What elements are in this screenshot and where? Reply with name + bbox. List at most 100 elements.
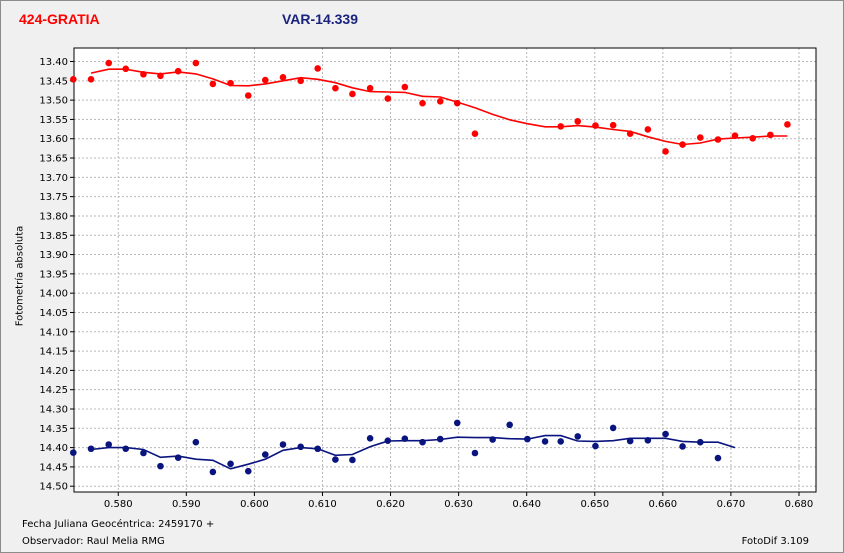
data-point-1: [140, 70, 147, 78]
data-point-2: [87, 445, 95, 453]
y-tick-label: 13.70: [39, 173, 68, 184]
x-tick-label: 0.600: [240, 499, 269, 510]
data-point-2: [105, 441, 113, 448]
data-point-1: [122, 65, 130, 73]
data-point-1: [714, 136, 722, 143]
data-point-2: [471, 449, 479, 457]
data-point-2: [279, 441, 287, 448]
data-point-1: [784, 121, 791, 128]
data-point-2: [244, 467, 252, 475]
data-point-1: [696, 134, 704, 141]
data-point-1: [209, 80, 217, 88]
y-tick-label: 13.40: [39, 57, 68, 68]
data-point-2: [626, 437, 634, 445]
data-point-2: [401, 435, 409, 443]
data-point-2: [696, 438, 704, 446]
data-point-1: [297, 77, 304, 85]
data-point-2: [592, 442, 599, 450]
x-tick-label: 0.640: [512, 499, 541, 510]
x-tick-label: 0.670: [717, 499, 746, 510]
data-point-2: [714, 454, 722, 462]
y-tick-label: 13.75: [39, 192, 68, 203]
data-point-1: [592, 122, 599, 129]
data-point-2: [436, 435, 444, 443]
data-point-1: [332, 84, 339, 92]
y-tick-label: 14.35: [39, 424, 68, 435]
y-tick-label: 13.85: [39, 231, 68, 242]
data-point-1: [419, 99, 426, 107]
data-point-1: [105, 59, 113, 67]
data-point-2: [557, 438, 565, 445]
x-tick-label: 0.610: [308, 499, 337, 510]
data-point-1: [349, 90, 356, 98]
y-tick-label: 14.10: [39, 327, 68, 338]
y-tick-label: 14.20: [39, 366, 68, 377]
data-point-1: [157, 72, 164, 80]
data-point-2: [349, 456, 356, 464]
data-point-1: [192, 59, 200, 67]
y-tick-label: 14.50: [39, 482, 68, 493]
x-tick-label: 0.680: [785, 499, 814, 510]
data-point-1: [366, 84, 374, 92]
y-tick-label: 14.05: [39, 308, 68, 319]
data-point-1: [453, 99, 461, 107]
data-point-2: [227, 460, 234, 468]
data-point-2: [609, 424, 617, 432]
data-point-2: [140, 449, 147, 457]
trend-line-2: [90, 434, 736, 470]
y-tick-label: 14.15: [39, 347, 68, 358]
data-point-2: [70, 449, 77, 456]
y-tick-label: 14.45: [39, 462, 68, 473]
data-point-2: [332, 456, 339, 463]
x-tick-label: 0.590: [172, 499, 201, 510]
data-point-1: [662, 148, 669, 155]
trend-line-1: [90, 68, 788, 146]
data-point-1: [574, 118, 582, 125]
data-point-1: [436, 97, 444, 105]
y-tick-label: 13.80: [39, 211, 68, 222]
data-point-1: [679, 141, 686, 148]
x-tick-label: 0.650: [580, 499, 609, 510]
y-tick-label: 13.45: [39, 76, 68, 87]
x-tick-label: 0.620: [376, 499, 405, 510]
data-point-2: [679, 443, 686, 450]
data-point-2: [524, 435, 531, 443]
data-point-1: [227, 79, 234, 87]
y-tick-label: 13.60: [39, 134, 68, 145]
y-tick-label: 14.30: [39, 404, 68, 415]
data-point-2: [506, 421, 513, 429]
data-point-2: [297, 443, 304, 451]
x-tick-label: 0.660: [649, 499, 678, 510]
plot-area: [73, 47, 817, 493]
data-point-2: [209, 468, 217, 476]
data-point-2: [157, 462, 164, 470]
observer-label: Observador: Raul Melia RMG: [22, 536, 165, 547]
data-point-1: [314, 65, 322, 72]
data-point-1: [626, 130, 634, 138]
data-point-2: [384, 437, 392, 444]
data-point-1: [749, 135, 756, 142]
data-point-1: [767, 131, 774, 139]
object-title: 424-GRATIA: [19, 11, 100, 27]
data-point-2: [453, 419, 461, 427]
data-point-1: [644, 126, 652, 133]
data-point-1: [87, 75, 95, 83]
data-point-2: [644, 436, 652, 444]
variable-title: VAR-14.339: [282, 11, 359, 27]
x-tick-label: 0.580: [104, 499, 133, 510]
data-point-2: [314, 445, 322, 453]
data-point-1: [279, 74, 287, 81]
data-point-1: [384, 95, 392, 102]
data-point-2: [192, 438, 200, 446]
y-tick-label: 14.40: [39, 443, 68, 454]
data-point-2: [174, 454, 182, 461]
data-point-1: [244, 92, 252, 99]
y-tick-label: 13.95: [39, 269, 68, 280]
data-point-2: [261, 451, 269, 458]
plot-border: [73, 47, 817, 493]
data-point-2: [122, 445, 130, 453]
software-version: FotoDif 3.109: [741, 536, 809, 547]
y-tick-label: 13.50: [39, 96, 68, 107]
